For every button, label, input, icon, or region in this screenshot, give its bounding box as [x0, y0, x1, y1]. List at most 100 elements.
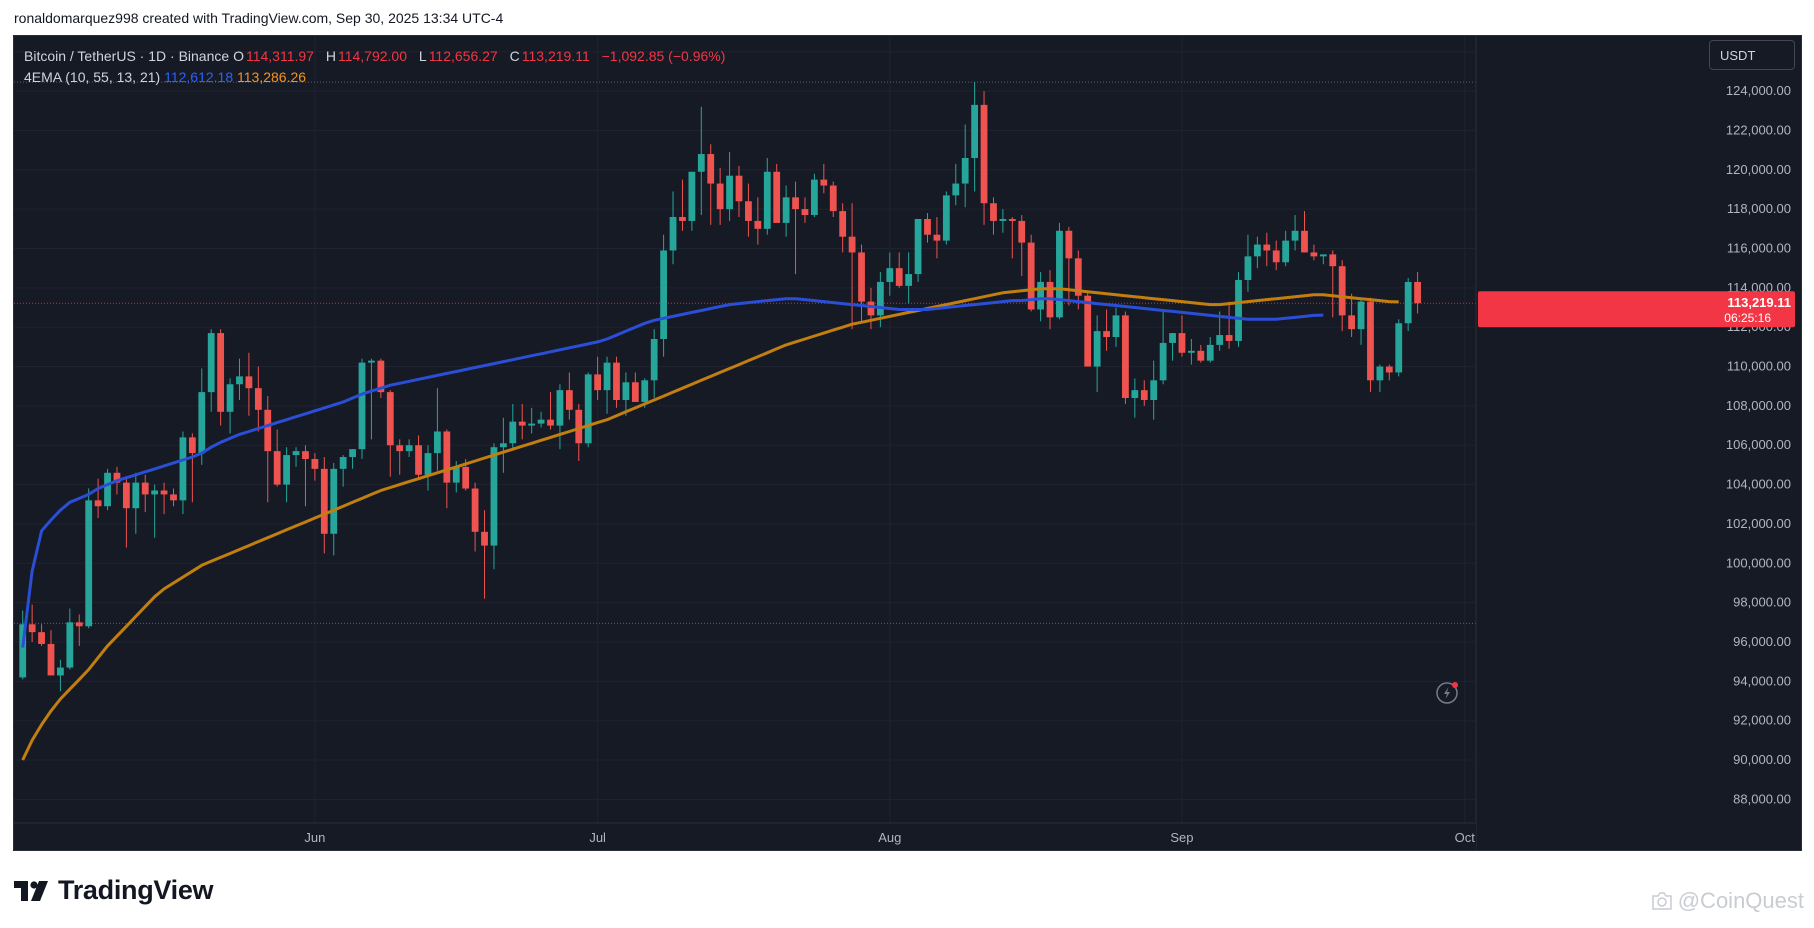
price-axis-panel — [1476, 36, 1801, 850]
tradingview-brand[interactable]: TradingView — [14, 875, 214, 906]
candle-body — [434, 431, 441, 454]
candle — [660, 234, 667, 357]
candle — [1169, 333, 1176, 361]
candle-body — [509, 421, 517, 444]
candle — [1122, 311, 1129, 404]
candle — [697, 106, 705, 216]
candle-body — [1404, 281, 1412, 324]
candle-body — [924, 218, 931, 235]
candle — [811, 173, 818, 218]
candle — [1376, 364, 1384, 393]
candle-body — [1187, 350, 1195, 353]
candle-body — [1253, 244, 1261, 257]
open-label: O — [233, 48, 244, 64]
candle — [415, 435, 422, 479]
currency-button[interactable]: USDT — [1709, 40, 1795, 70]
candle-body — [518, 421, 526, 426]
candle — [160, 482, 168, 515]
y-tick-label: 102,000.00 — [1726, 516, 1791, 531]
candlestick-chart[interactable]: 88,000.00 90,000.00 92,000.00 94,000.00 96,0… — [14, 36, 1801, 850]
close-value: 113,219.11 — [521, 48, 590, 64]
candle — [679, 179, 686, 231]
candle-body — [1169, 333, 1176, 343]
candle-body — [1348, 315, 1356, 330]
candle-body — [226, 384, 234, 412]
candle — [961, 124, 969, 208]
candle — [264, 396, 272, 503]
candle-body — [829, 185, 837, 212]
candle-body — [1093, 331, 1101, 367]
candle-body — [745, 201, 752, 221]
candle — [933, 217, 941, 259]
candle — [141, 474, 149, 513]
candle-body — [245, 376, 253, 389]
candle — [217, 329, 225, 426]
candle-body — [961, 157, 969, 184]
candle — [1065, 226, 1073, 306]
candle — [1140, 380, 1148, 406]
candle — [990, 197, 997, 235]
candle-body — [650, 338, 658, 381]
candle — [1206, 337, 1214, 363]
candle — [1008, 217, 1016, 259]
candle-body — [273, 451, 281, 485]
y-tick-label: 92,000.00 — [1733, 713, 1791, 728]
candle — [528, 407, 536, 434]
x-tick-label: Oct — [1455, 830, 1476, 845]
symbol-label[interactable]: Bitcoin / TetherUS · 1D · Binance — [24, 48, 230, 64]
candle-body — [358, 362, 366, 450]
candle — [942, 191, 950, 245]
candle-body — [1244, 256, 1252, 280]
candle — [1093, 315, 1101, 393]
y-tick-label: 98,000.00 — [1733, 595, 1791, 610]
candle-body — [415, 445, 422, 475]
low-label: L — [418, 48, 427, 64]
chart-frame[interactable]: 88,000.00 90,000.00 92,000.00 94,000.00 96,0… — [13, 35, 1802, 851]
candle-body — [85, 500, 93, 627]
y-tick-label: 108,000.00 — [1726, 398, 1791, 413]
candle-body — [462, 466, 470, 489]
y-tick-label: 122,000.00 — [1726, 122, 1791, 137]
candle-body — [801, 209, 809, 216]
candle — [782, 185, 790, 237]
watermark: @CoinQuest — [1650, 888, 1804, 914]
candle-body — [490, 447, 498, 546]
candle — [763, 157, 771, 235]
candle-body — [113, 472, 121, 483]
candle-body — [122, 482, 130, 509]
candle — [151, 484, 159, 538]
candle-body — [339, 457, 347, 469]
candle — [575, 403, 583, 461]
candle-body — [886, 268, 894, 282]
candle — [792, 181, 799, 275]
candle-body — [1056, 230, 1063, 318]
candle — [226, 378, 234, 434]
brand-name: TradingView — [58, 875, 214, 905]
y-tick-label: 120,000.00 — [1726, 162, 1791, 177]
candle — [368, 358, 375, 440]
candle — [1367, 297, 1374, 393]
candle — [471, 482, 479, 552]
camera-icon — [1651, 892, 1672, 910]
y-tick-label: 116,000.00 — [1727, 240, 1791, 255]
candle — [745, 183, 752, 237]
candle — [273, 429, 281, 487]
candle — [104, 468, 111, 511]
y-tick-label: 110,000.00 — [1727, 359, 1791, 374]
candle-body — [763, 171, 771, 229]
candle-body — [1150, 380, 1158, 400]
candle — [1197, 344, 1205, 363]
candle — [302, 445, 309, 507]
lightning-alert-icon[interactable] — [1436, 682, 1458, 704]
candle-body — [396, 445, 404, 452]
candle-body — [584, 374, 592, 444]
y-tick-label: 90,000.00 — [1733, 752, 1791, 767]
x-tick-label: Aug — [878, 830, 901, 845]
candle — [848, 203, 856, 330]
candle-body — [697, 154, 705, 172]
candle — [1235, 272, 1242, 347]
candle-body — [1272, 250, 1280, 263]
indicator-label[interactable]: 4EMA (10, 55, 13, 21) — [24, 69, 161, 85]
candle-body — [782, 197, 790, 223]
candle — [773, 163, 781, 223]
